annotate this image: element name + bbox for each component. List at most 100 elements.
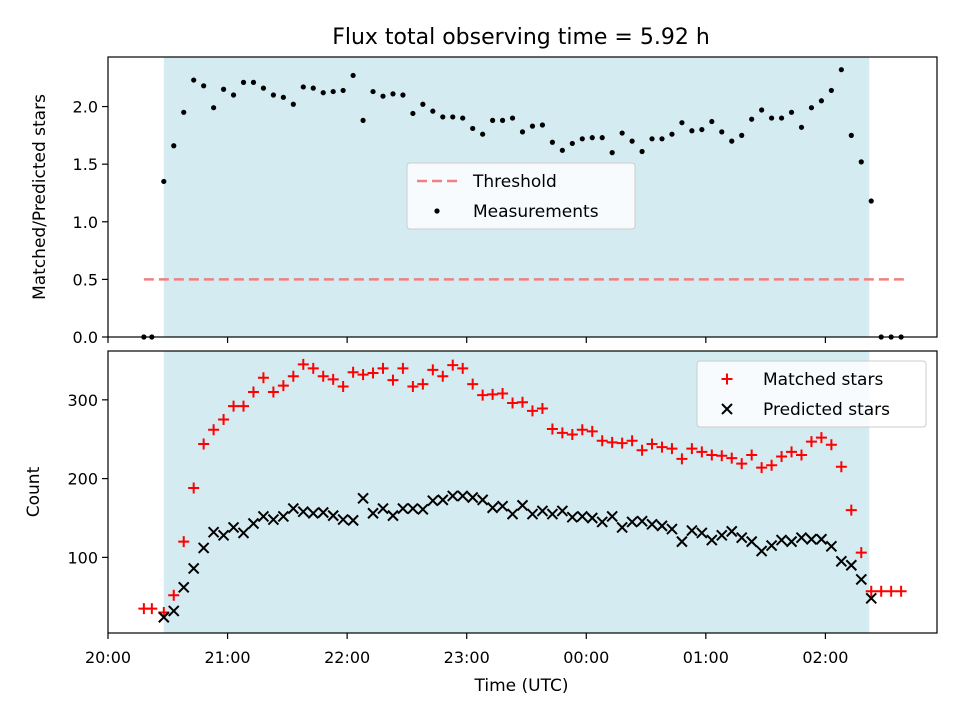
top-panel: 0.0 0.5 1.0 1.5 2.0 Matched/Predicted stars Th… — [30, 56, 938, 347]
predicted-star-point — [636, 515, 648, 527]
predicted-star-point — [716, 529, 728, 542]
matched-star-point — [875, 585, 887, 597]
matched-star-point — [855, 547, 867, 559]
matched-star-point — [666, 443, 678, 455]
measurement-point — [719, 129, 725, 135]
matched-star-point — [865, 585, 877, 597]
measurement-point — [619, 130, 625, 136]
measurement-point — [380, 93, 386, 99]
predicted-star-point — [496, 500, 509, 512]
measurement-point — [848, 132, 854, 138]
predicted-star-point — [616, 521, 628, 534]
measurement-point — [579, 136, 585, 142]
y-tick-label: 1.5 — [73, 155, 98, 174]
predicted-star-point — [217, 529, 230, 542]
matched-star-point — [596, 435, 608, 447]
matched-star-point — [347, 366, 359, 378]
matched-star-point — [357, 369, 369, 381]
matched-star-point — [706, 449, 718, 461]
measurement-point — [649, 136, 655, 142]
measurement-point — [519, 129, 526, 135]
predicted-star-point — [696, 527, 708, 539]
matched-star-point — [257, 372, 269, 384]
matched-star-point — [716, 450, 728, 462]
predicted-star-point — [337, 513, 349, 526]
y-axis-label: Matched/Predicted stars — [30, 94, 50, 300]
matched-star-point — [238, 400, 250, 412]
matched-star-point — [885, 585, 897, 597]
measurement-point — [470, 125, 476, 132]
predicted-star-point — [516, 499, 529, 512]
matched-star-point — [566, 428, 578, 440]
predicted-star-point — [865, 592, 877, 605]
predicted-star-point — [546, 508, 559, 520]
predicted-star-point — [277, 510, 290, 523]
matched-star-point — [626, 435, 638, 447]
matched-star-point — [507, 397, 519, 409]
matched-star-point — [417, 378, 429, 390]
predicted-star-point — [207, 526, 220, 538]
measurement-point — [230, 92, 237, 98]
measurement-point — [559, 147, 565, 153]
predicted-star-point — [676, 535, 688, 548]
legend-measurements-swatch — [434, 208, 440, 214]
measurement-point — [320, 90, 326, 96]
measurement-point — [778, 115, 785, 121]
predicted-star-point — [417, 503, 429, 516]
matched-star-point — [606, 436, 618, 448]
predicted-star-point — [775, 534, 788, 546]
measurement-point — [639, 148, 645, 155]
y-tick-label: 200 — [67, 470, 98, 489]
matched-star-point — [228, 400, 240, 412]
measurement-point — [659, 136, 665, 142]
matched-star-point — [696, 446, 708, 458]
predicted-star-point — [835, 555, 848, 568]
y-axis-label: Count — [24, 466, 44, 517]
predicted-star-point — [357, 492, 369, 505]
predicted-star-point — [297, 505, 310, 518]
matched-star-point — [146, 603, 158, 615]
matched-star-point — [766, 459, 778, 471]
matched-star-point — [825, 439, 837, 451]
matched-star-point — [656, 441, 668, 453]
measurement-point — [768, 115, 775, 121]
series-matched-stars — [138, 358, 907, 619]
matched-star-point — [546, 423, 558, 435]
measurement-point — [480, 131, 486, 137]
matched-star-point — [636, 444, 648, 456]
predicted-star-point — [287, 502, 300, 515]
predicted-star-point — [805, 533, 818, 545]
legend: Matched stars Predicted stars — [696, 360, 927, 428]
predicted-star-point — [686, 524, 698, 537]
matched-star-point — [786, 446, 798, 458]
matched-star-point — [586, 425, 598, 437]
predicted-star-point — [466, 491, 479, 504]
predicted-star-point — [626, 516, 638, 528]
predicted-star-point — [526, 508, 539, 520]
legend-matched-swatch — [721, 373, 733, 385]
measurement-point — [360, 117, 366, 123]
matched-star-point — [487, 388, 499, 400]
matched-star-point — [676, 453, 688, 465]
predicted-star-point — [197, 542, 210, 554]
measurement-point — [629, 138, 635, 144]
matched-star-point — [247, 386, 259, 398]
matched-star-point — [736, 458, 748, 470]
matched-star-point — [805, 436, 817, 448]
matched-star-point — [497, 388, 509, 400]
predicted-star-point — [486, 502, 499, 514]
matched-star-point — [526, 405, 538, 417]
measurement-point — [739, 132, 745, 138]
x-tick-label: 20:00 — [85, 648, 131, 667]
matched-star-point — [746, 449, 758, 461]
predicted-star-point — [187, 562, 200, 575]
y-tick-label: 0.5 — [73, 270, 98, 289]
legend-label: Matched stars — [763, 370, 883, 390]
predicted-star-point — [596, 516, 608, 528]
matched-star-point — [377, 362, 389, 374]
measurement-point — [729, 138, 735, 144]
legend-predicted-swatch — [721, 403, 733, 415]
series-predicted-stars — [158, 490, 877, 623]
predicted-star-point — [476, 494, 489, 506]
matched-star-point — [427, 364, 439, 376]
